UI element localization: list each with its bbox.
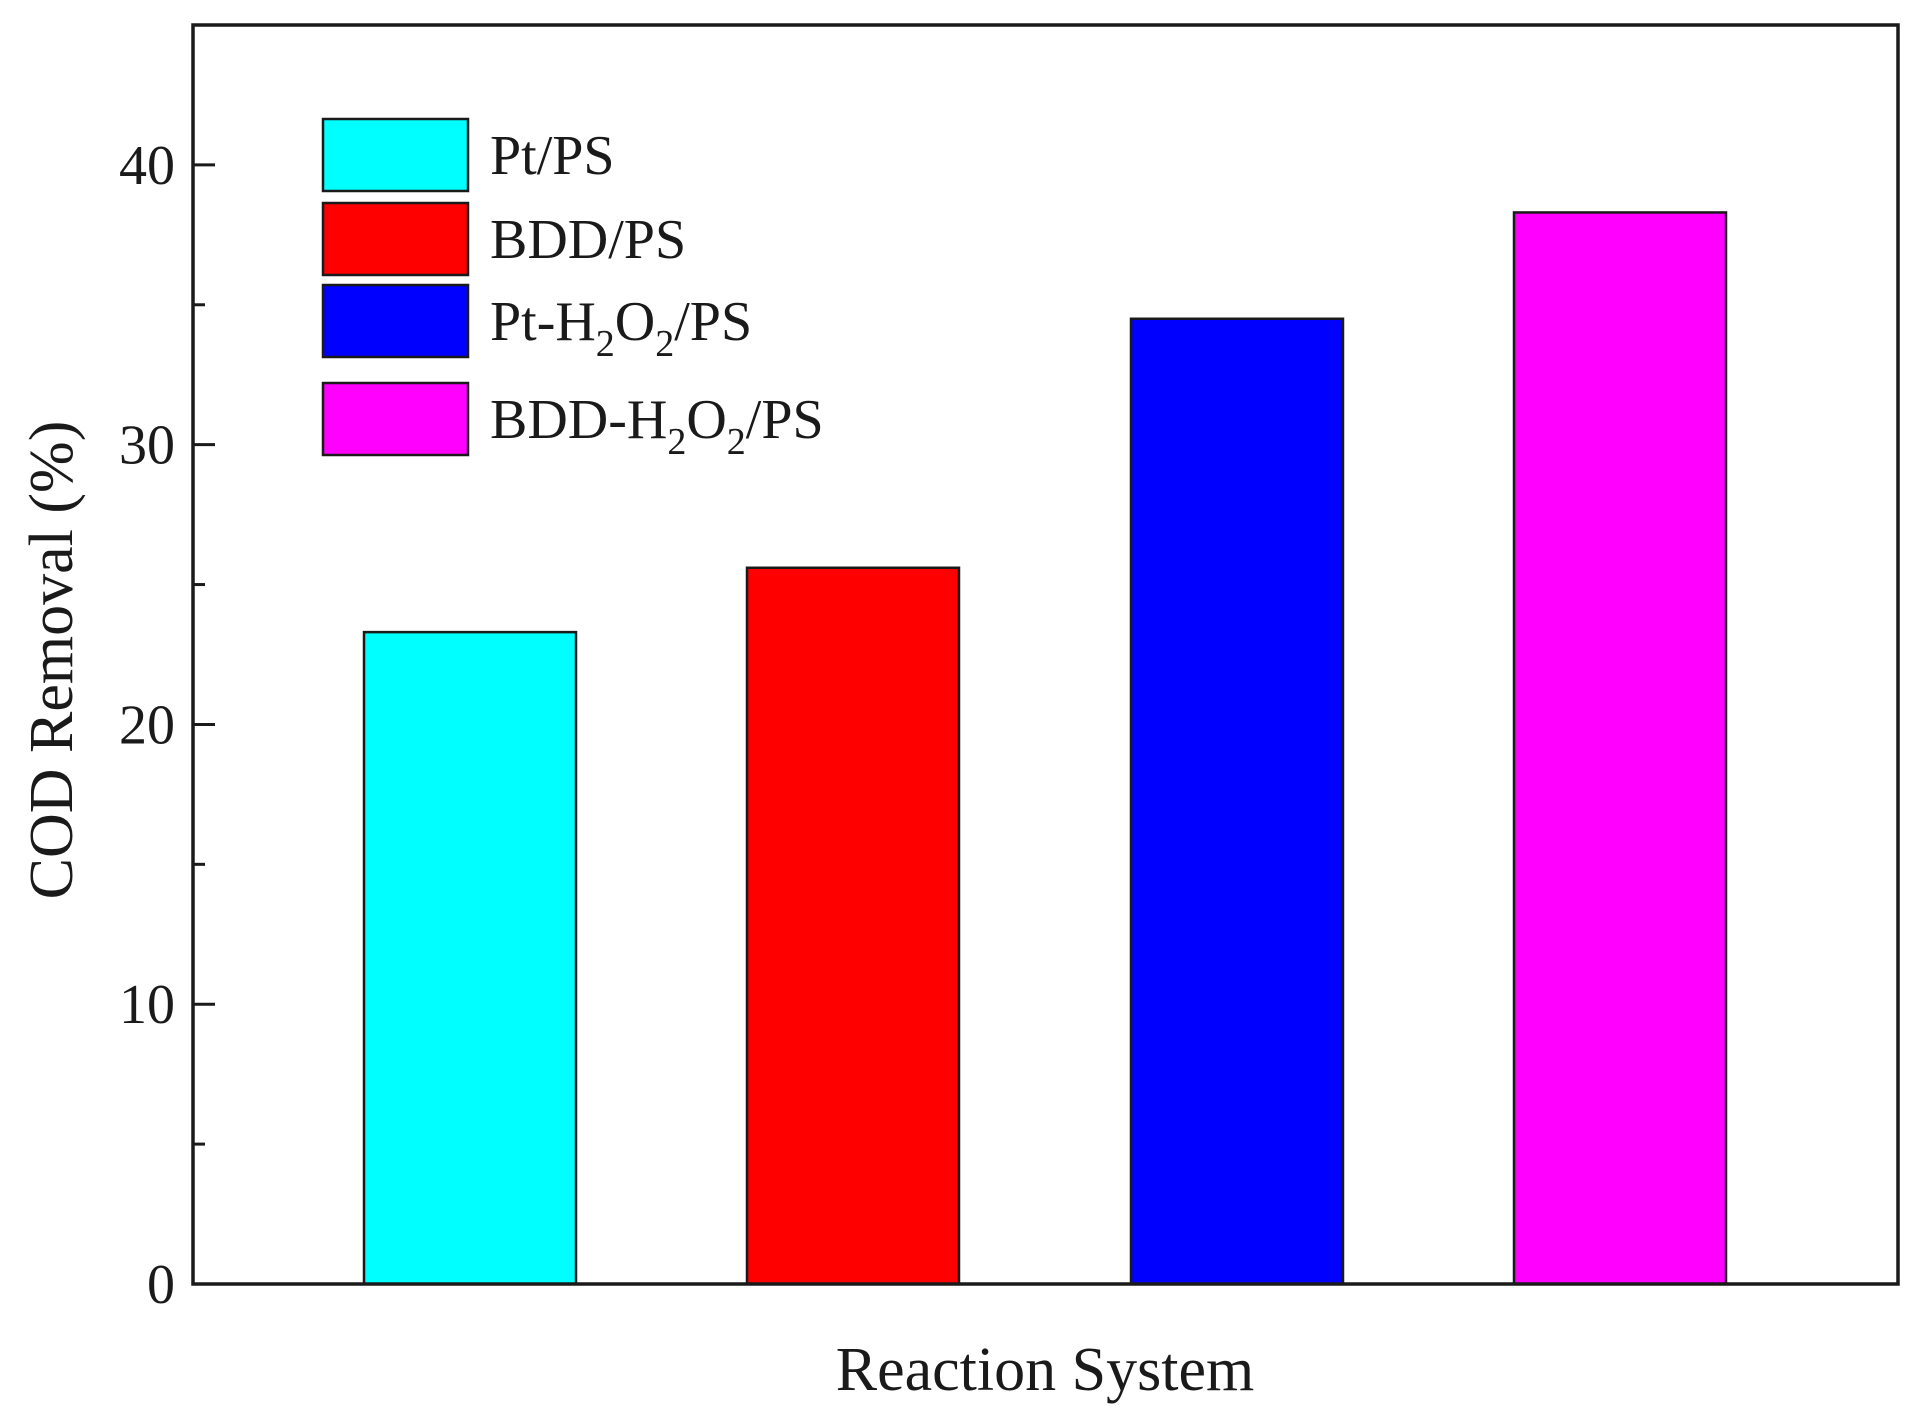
legend-label-1: Pt/PS (490, 125, 615, 187)
y-tick-label: 20 (119, 694, 175, 756)
legend-swatch-1 (321, 117, 470, 193)
bar-1 (362, 630, 578, 1286)
y-tick-label: 10 (119, 974, 175, 1036)
legend-swatch-3 (321, 283, 470, 359)
bar-4 (1512, 211, 1728, 1286)
legend-swatch-4 (321, 381, 470, 457)
legend-swatch-2 (321, 201, 470, 277)
y-tick-label: 40 (119, 135, 175, 197)
bar-3 (1129, 317, 1345, 1286)
legend-label-2: BDD/PS (490, 209, 686, 271)
y-axis-title: COD Removal (%) (18, 421, 86, 900)
legend-label-4: BDD-H2O2/PS (490, 389, 824, 463)
x-axis-title: Reaction System (836, 1336, 1254, 1404)
y-tick-label: 0 (147, 1254, 175, 1316)
legend-label-3: Pt-H2O2/PS (490, 291, 752, 365)
y-tick-label: 30 (119, 415, 175, 477)
bar-2 (745, 566, 961, 1286)
plot-frame (191, 23, 1900, 1286)
